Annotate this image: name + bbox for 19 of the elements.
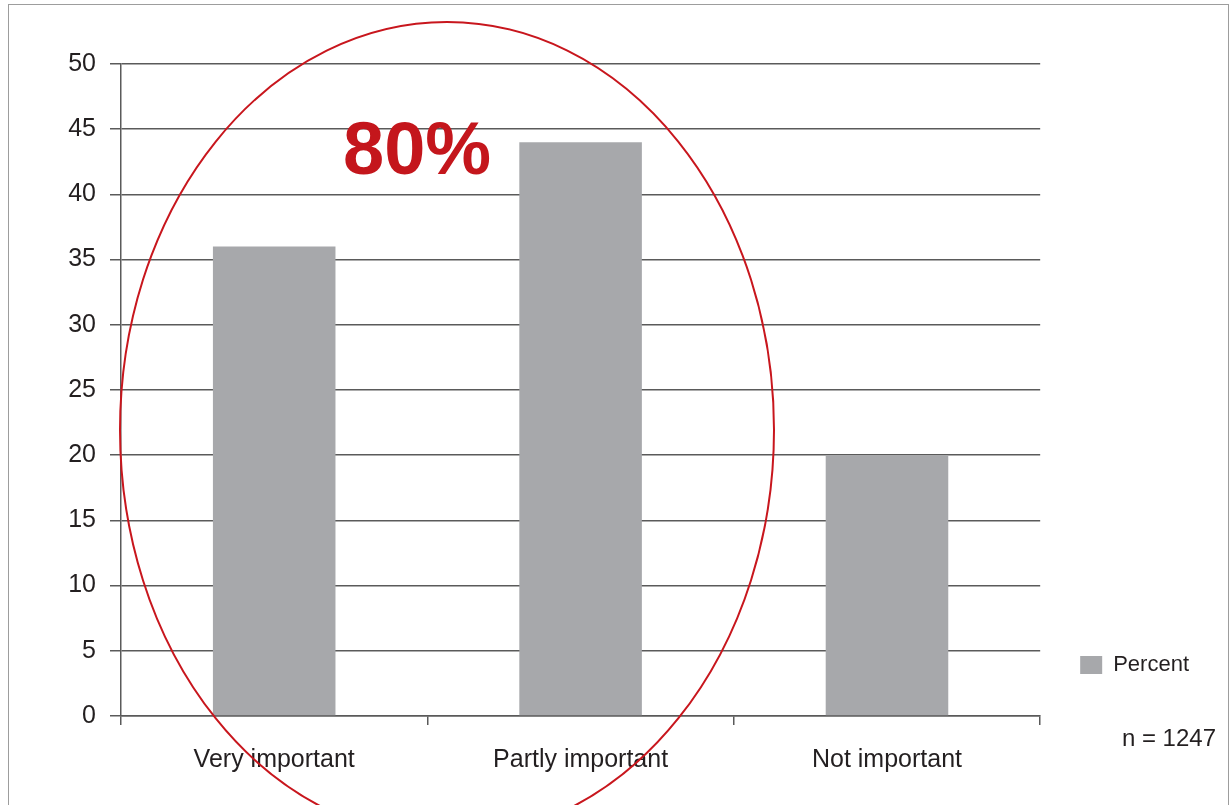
y-tick-label: 50 <box>68 47 96 76</box>
text: n = 1247 <box>1121 724 1216 752</box>
y-tick-label: 15 <box>68 504 96 533</box>
y-tick-label: 10 <box>68 569 96 598</box>
y-tick-label: 40 <box>68 178 96 207</box>
y-tick-label: 20 <box>68 439 96 468</box>
bar <box>825 455 949 716</box>
bar <box>212 246 336 716</box>
y-tick-label: 0 <box>82 699 96 728</box>
y-tick-label: 30 <box>68 308 96 337</box>
y-tick-label: 25 <box>68 373 96 402</box>
y-tick-label: 45 <box>68 113 96 142</box>
x-tick-label: Very important <box>193 743 355 772</box>
x-tick-label: Not important <box>811 743 963 772</box>
legend-label: Percent <box>1113 651 1190 677</box>
annotation: 80% <box>343 107 492 190</box>
y-tick-label: 35 <box>68 243 96 272</box>
y-tick-label: 5 <box>82 634 96 663</box>
bar <box>519 142 642 716</box>
